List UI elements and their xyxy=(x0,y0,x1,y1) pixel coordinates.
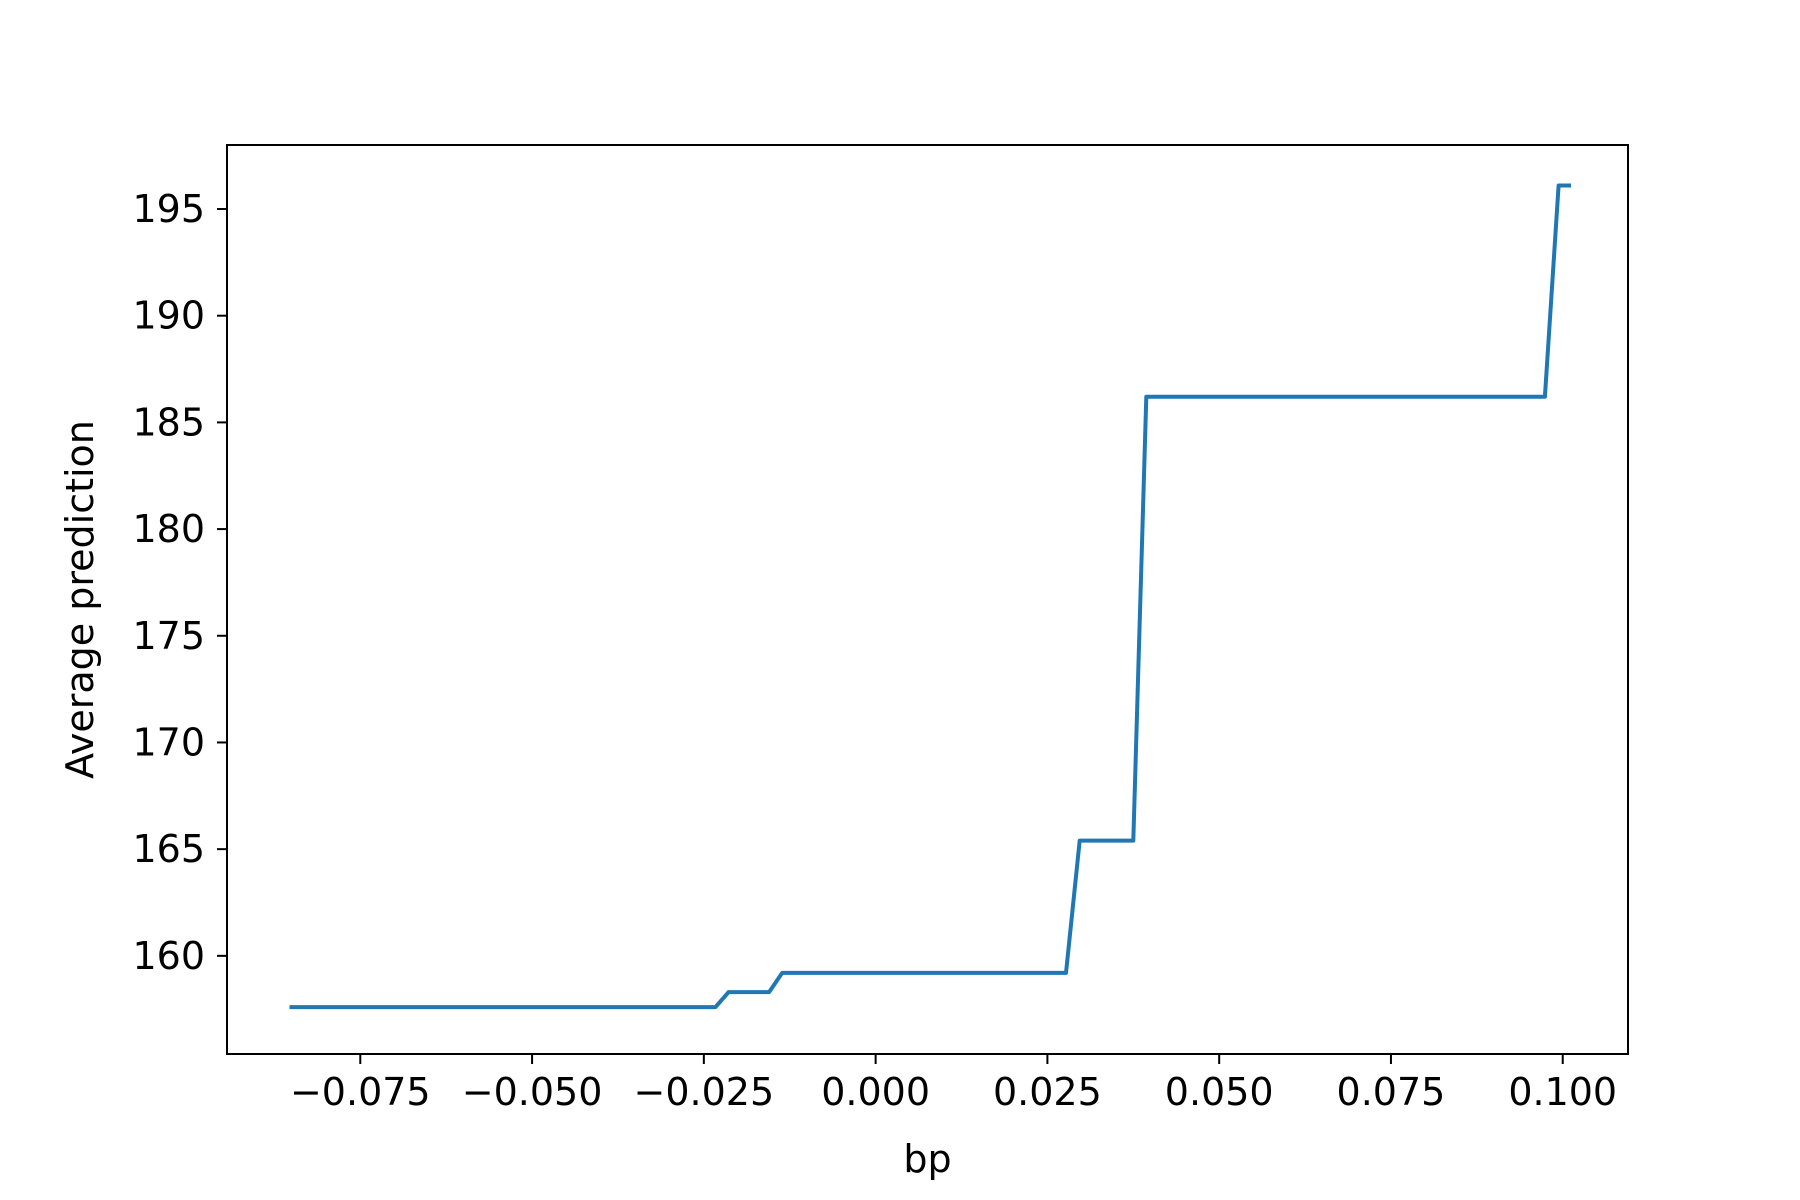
x-tick-label: 0.000 xyxy=(821,1070,930,1114)
x-tick-label: 0.050 xyxy=(1165,1070,1274,1114)
y-tick-label: 160 xyxy=(132,934,205,978)
y-tick-label: 170 xyxy=(132,720,205,764)
plot-frame xyxy=(226,144,1629,1055)
x-axis-label: bp xyxy=(903,1137,951,1181)
series-line xyxy=(289,183,1571,1010)
y-tick-label: 185 xyxy=(132,400,205,444)
y-tick-label: 195 xyxy=(132,187,205,231)
x-tick-label: 0.075 xyxy=(1337,1070,1446,1114)
y-axis-ticks: 160 165 170 175 180 185 190 195 xyxy=(132,187,227,978)
series-layer xyxy=(289,183,1571,1010)
x-tick-label: −0.075 xyxy=(290,1070,431,1114)
x-tick-label: −0.050 xyxy=(462,1070,603,1114)
x-tick-label: 0.025 xyxy=(993,1070,1102,1114)
y-axis-label: Average prediction xyxy=(58,420,102,779)
x-tick-label: −0.025 xyxy=(634,1070,775,1114)
x-tick-label: 0.100 xyxy=(1508,1070,1617,1114)
x-axis-ticks: −0.075 −0.050 −0.025 0.000 0.025 0.050 0.075 0.… xyxy=(290,1054,1617,1114)
y-tick-label: 165 xyxy=(132,827,205,871)
y-tick-label: 180 xyxy=(132,507,205,551)
y-tick-label: 175 xyxy=(132,614,205,658)
y-tick-label: 190 xyxy=(132,294,205,338)
